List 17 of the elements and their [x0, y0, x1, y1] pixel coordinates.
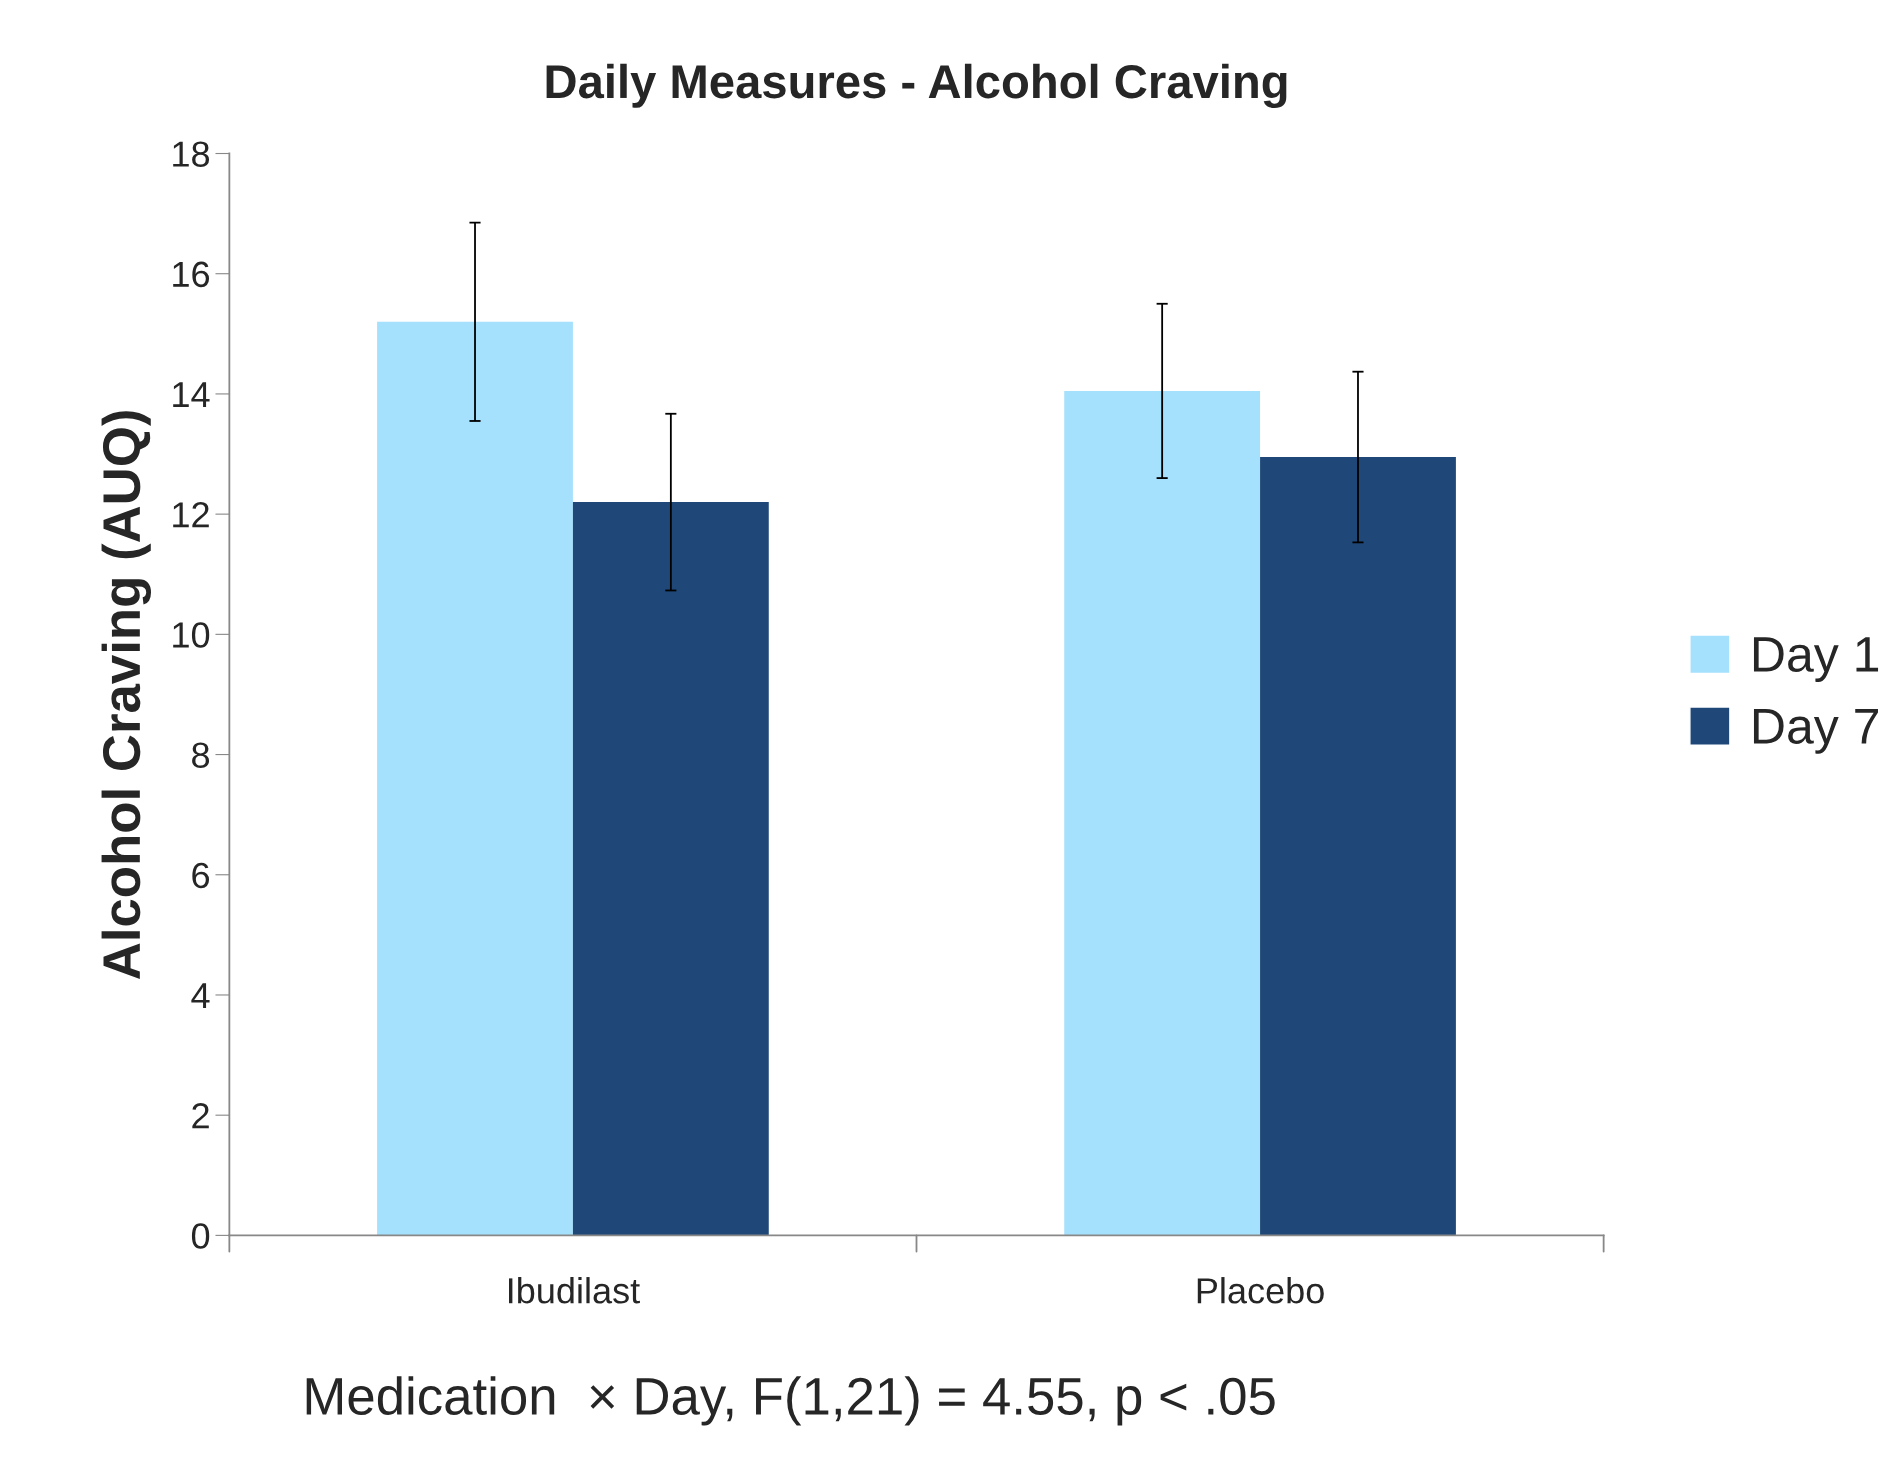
x-tick-label: Ibudilast [509, 1277, 640, 1304]
chart-title: Daily Measures - Alcohol Craving [546, 63, 1287, 108]
y-tick-label: 0 [191, 1223, 210, 1249]
y-tick-label: 10 [173, 622, 210, 648]
y-axis-title: Alcohol Craving (AUQ) [101, 411, 151, 980]
y-tick-label: 16 [173, 261, 210, 288]
y-tick-label: 4 [191, 983, 210, 1009]
y-tick-label: 18 [173, 141, 210, 167]
y-tick-label: 2 [192, 1103, 209, 1129]
y-tick-label: 12 [173, 502, 209, 528]
y-tick-label: 14 [173, 382, 210, 408]
y-tick-label: 8 [192, 742, 210, 768]
x-tick-label: Placebo [1197, 1277, 1324, 1304]
y-tick-label: 6 [192, 862, 210, 889]
legend-label: Day 1 [1753, 637, 1879, 682]
legend-label: Day 7 [1753, 709, 1878, 754]
text: Medication × Day, F(1,21) = 4.55, p < .05 [306, 1376, 1275, 1426]
